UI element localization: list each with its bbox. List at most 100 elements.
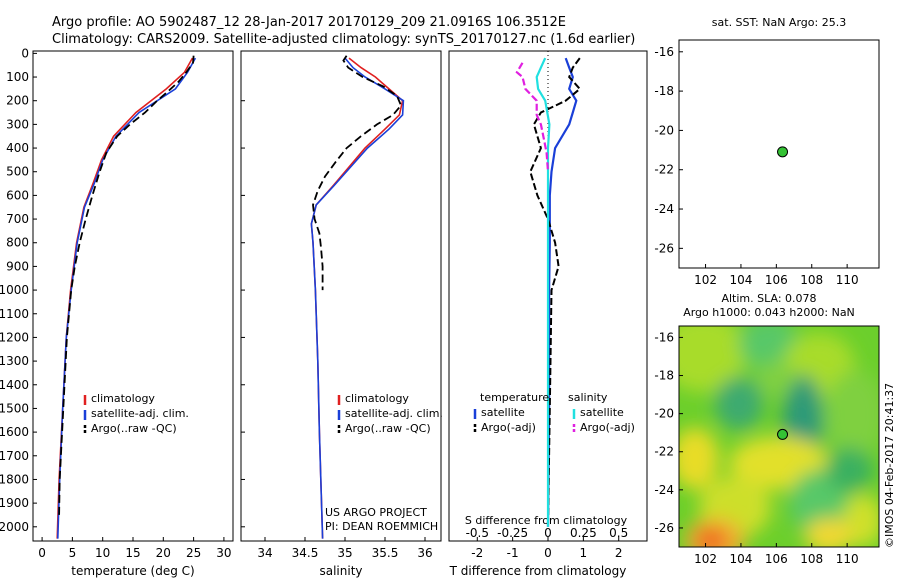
diff-series-4	[515, 62, 550, 172]
sal-legend-label: Argo(..raw -QC)	[345, 422, 431, 435]
sla-ytick-label: -22	[654, 445, 674, 459]
diff-legend-left-label: Argo(-adj)	[481, 421, 536, 434]
sst-ytick-label: -24	[654, 202, 674, 216]
sst-ytick-label: -16	[654, 45, 674, 59]
sal-annotation-line1: US ARGO PROJECT	[325, 506, 427, 519]
diff-top-tick-label: 0.5	[609, 526, 628, 540]
diff-legend-right-title: salinity	[568, 391, 608, 404]
sst-xtick-label: 106	[765, 273, 788, 287]
temp-xtick-label: 30	[216, 546, 231, 560]
header-line1: Argo profile: AO 5902487_12 28-Jan-2017 …	[52, 15, 566, 30]
sla-ytick-label: -16	[654, 330, 674, 344]
sla-xtick-label: 108	[800, 552, 823, 566]
sla-xtick-label: 104	[729, 552, 752, 566]
sla-blob	[715, 376, 763, 430]
sla-xtick-label: 110	[836, 552, 859, 566]
temp-legend-label: climatology	[91, 392, 155, 405]
diff-legend-left-title: temperature	[480, 391, 549, 404]
sal-series-2	[310, 57, 405, 539]
sst-ytick-label: -26	[654, 241, 674, 255]
sal-xtick-label: 34	[257, 546, 272, 560]
sst-title: sat. SST: NaN Argo: 25.3	[712, 16, 846, 29]
temp-ytick-label: 300	[6, 117, 29, 131]
sla-blob	[679, 326, 747, 393]
temp-ytick-label: 1500	[0, 401, 29, 415]
sst-xtick-label: 102	[694, 273, 717, 287]
sal-frame	[240, 50, 442, 542]
temp-ytick-label: 1800	[0, 472, 29, 486]
sla-frame	[678, 325, 880, 548]
diff-legend-left-label: satellite	[481, 406, 525, 419]
charts-group: 0100200300400500600700800900100011001200…	[0, 16, 880, 578]
temp-ytick-label: 1400	[0, 378, 29, 392]
sal-xtick-label: 34.5	[292, 546, 319, 560]
sst-ytick-label: -18	[654, 84, 674, 98]
sal-legend-label: satellite-adj. clim.	[345, 407, 443, 420]
diff-xtick-label: 2	[615, 546, 623, 560]
diff-xtick-label: -1	[507, 546, 519, 560]
sla-title-line2: Argo h1000: 0.043 h2000: NaN	[683, 306, 855, 319]
sst-frame	[678, 39, 880, 269]
sla-blob	[805, 518, 853, 547]
sla-blob	[825, 370, 879, 459]
sla-xtick-label: 102	[694, 552, 717, 566]
sst-xtick-label: 110	[836, 273, 859, 287]
diff-xtick-label: 0	[544, 546, 552, 560]
temp-ytick-label: 100	[6, 70, 29, 84]
temp-ytick-label: 1900	[0, 496, 29, 510]
diff-series-2	[529, 57, 582, 527]
sla-ytick-label: -18	[654, 369, 674, 383]
diff-top-tick-label: 0	[544, 526, 552, 540]
temp-xlabel: temperature (deg C)	[71, 564, 194, 578]
diff-top-tick-label: -0.5	[466, 526, 489, 540]
temp-series-2	[57, 57, 197, 539]
sla-blobs	[679, 326, 879, 547]
temp-ytick-label: 600	[6, 188, 29, 202]
sla-blob	[825, 447, 873, 492]
temp-ytick-label: 0	[21, 46, 29, 60]
temp-legend-label: Argo(..raw -QC)	[91, 422, 177, 435]
diff-top-tick-label: 0.25	[570, 526, 597, 540]
sal-series-3	[312, 55, 403, 291]
sst-xtick-label: 104	[729, 273, 752, 287]
temp-ytick-label: 400	[6, 141, 29, 155]
sla-ytick-label: -20	[654, 407, 674, 421]
sla-blob	[679, 427, 719, 490]
temp-ytick-label: 900	[6, 259, 29, 273]
temp-ytick-label: 2000	[0, 520, 29, 534]
sal-xlabel: salinity	[319, 564, 362, 578]
sla-heatmap	[679, 326, 879, 547]
temp-ytick-label: 800	[6, 236, 29, 250]
temp-frame	[32, 50, 234, 542]
temp-ytick-label: 1000	[0, 283, 29, 297]
sal-xtick-label: 36	[417, 546, 432, 560]
sla-title-line1: Altim. SLA: 0.078	[721, 292, 816, 305]
sla-blob	[695, 527, 727, 547]
temp-ytick-label: 1700	[0, 449, 29, 463]
temp-ytick-label: 1200	[0, 330, 29, 344]
header-line2: Climatology: CARS2009. Satellite-adjuste…	[52, 32, 635, 47]
temp-ytick-label: 1100	[0, 307, 29, 321]
sla-xtick-label: 106	[765, 552, 788, 566]
sst-xtick-label: 108	[800, 273, 823, 287]
sal-annotation-line2: PI: DEAN ROEMMICH	[325, 520, 438, 533]
diff-xtick-label: 1	[580, 546, 588, 560]
temp-series-3	[58, 55, 195, 516]
diff-legend-right-label: satellite	[580, 406, 624, 419]
diff-xlabel: T difference from climatology	[449, 564, 627, 578]
temp-ytick-label: 700	[6, 212, 29, 226]
diff-series-3	[535, 57, 551, 527]
temp-xtick-label: 20	[156, 546, 171, 560]
temp-legend-label: satellite-adj. clim.	[91, 407, 189, 420]
sst-argo-marker	[777, 146, 789, 158]
diff-xtick-label: -2	[471, 546, 483, 560]
diff-top-label: S difference from climatology	[465, 514, 628, 527]
temp-ytick-label: 200	[6, 94, 29, 108]
temp-xtick-label: 0	[38, 546, 46, 560]
sal-xtick-label: 35	[337, 546, 352, 560]
temp-ytick-label: 1300	[0, 354, 29, 368]
sst-ytick-label: -20	[654, 123, 674, 137]
sla-ytick-label: -24	[654, 483, 674, 497]
